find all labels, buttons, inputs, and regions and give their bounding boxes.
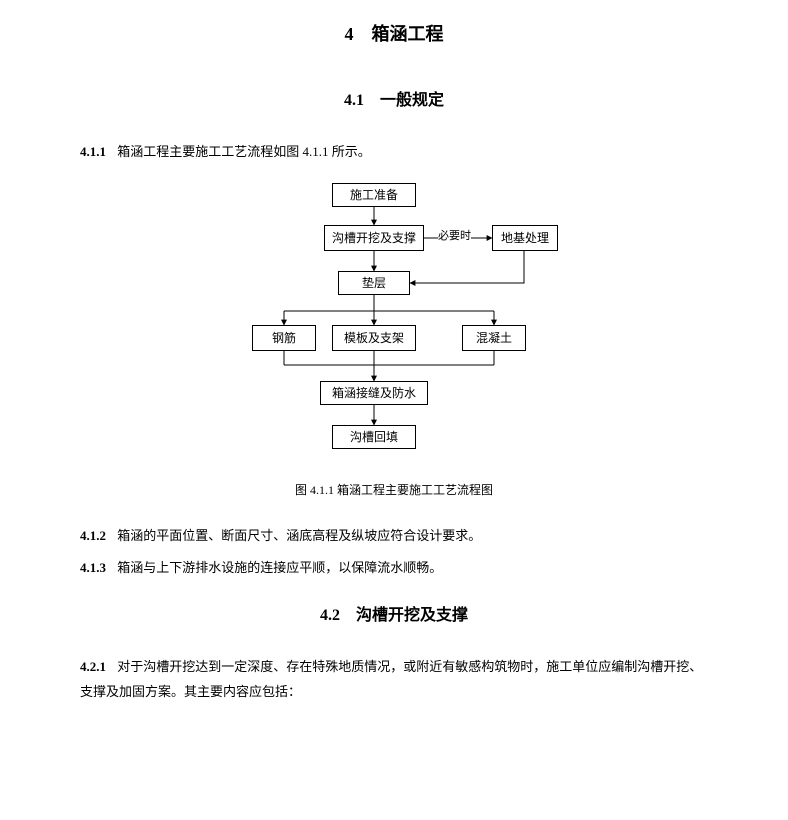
section1-number: 4.1 [344,92,364,109]
para-413-num: 4.1.3 [80,560,106,575]
section1-name: 一般规定 [380,92,444,109]
chapter-title: 4 箱涵工程 [80,20,708,46]
node-joint: 箱涵接缝及防水 [320,381,428,405]
node-rebar: 钢筋 [252,325,316,351]
para-411: 4.1.1 箱涵工程主要施工工艺流程如图 4.1.1 所示。 [80,140,708,165]
node-concrete-label: 混凝土 [476,329,512,346]
edge-label-ifneeded-text: 必要时 [438,230,471,242]
para-411-num: 4.1.1 [80,144,106,159]
node-bedding-label: 垫层 [362,274,386,291]
node-backfill-label: 沟槽回填 [350,428,398,445]
node-bedding: 垫层 [338,271,410,295]
node-concrete: 混凝土 [462,325,526,351]
node-prep-label: 施工准备 [350,186,398,203]
para-412-text: 箱涵的平面位置、断面尺寸、涵底高程及纵坡应符合设计要求。 [117,528,481,543]
node-foundation: 地基处理 [492,225,558,251]
node-excavation: 沟槽开挖及支撑 [324,225,424,251]
node-excavation-label: 沟槽开挖及支撑 [332,229,416,246]
para-413: 4.1.3 箱涵与上下游排水设施的连接应平顺，以保障流水顺畅。 [80,556,708,581]
section-title-1: 4.1 一般规定 [80,86,708,110]
chapter-name: 箱涵工程 [372,24,444,44]
figure-caption: 图 4.1.1 箱涵工程主要施工工艺流程图 [80,481,708,498]
node-rebar-label: 钢筋 [272,329,296,346]
node-formwork: 模板及支架 [332,325,416,351]
chapter-number: 4 [345,24,354,44]
edge-label-ifneeded: 必要时 [438,227,471,243]
section-title-2: 4.2 沟槽开挖及支撑 [80,601,708,625]
node-foundation-label: 地基处理 [501,229,549,246]
node-joint-label: 箱涵接缝及防水 [332,384,416,401]
para-412: 4.1.2 箱涵的平面位置、断面尺寸、涵底高程及纵坡应符合设计要求。 [80,524,708,549]
node-backfill: 沟槽回填 [332,425,416,449]
para-411-text: 箱涵工程主要施工工艺流程如图 4.1.1 所示。 [117,144,371,159]
para-421-num: 4.2.1 [80,659,106,674]
para-412-num: 4.1.2 [80,528,106,543]
para-421-text: 对于沟槽开挖达到一定深度、存在特殊地质情况，或附近有敏感构筑物时，施工单位应编制… [80,659,702,699]
section2-name: 沟槽开挖及支撑 [356,607,468,624]
para-421: 4.2.1 对于沟槽开挖达到一定深度、存在特殊地质情况，或附近有敏感构筑物时，施… [80,655,708,704]
flowchart: 施工准备 沟槽开挖及支撑 必要时 地基处理 垫层 钢筋 模板及支架 混凝土 箱涵… [204,183,584,473]
para-413-text: 箱涵与上下游排水设施的连接应平顺，以保障流水顺畅。 [117,560,442,575]
section2-number: 4.2 [320,607,340,624]
node-prep: 施工准备 [332,183,416,207]
node-formwork-label: 模板及支架 [344,329,404,346]
